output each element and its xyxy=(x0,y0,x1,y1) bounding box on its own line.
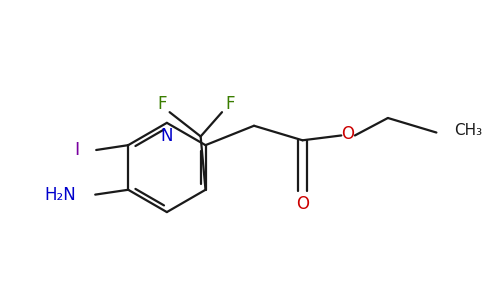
Text: O: O xyxy=(341,124,354,142)
Text: CH₃: CH₃ xyxy=(454,123,482,138)
Text: H₂N: H₂N xyxy=(44,186,76,204)
Text: F: F xyxy=(225,95,235,113)
Text: O: O xyxy=(296,195,309,213)
Text: I: I xyxy=(75,141,80,159)
Text: F: F xyxy=(157,95,166,113)
Text: N: N xyxy=(161,128,173,146)
